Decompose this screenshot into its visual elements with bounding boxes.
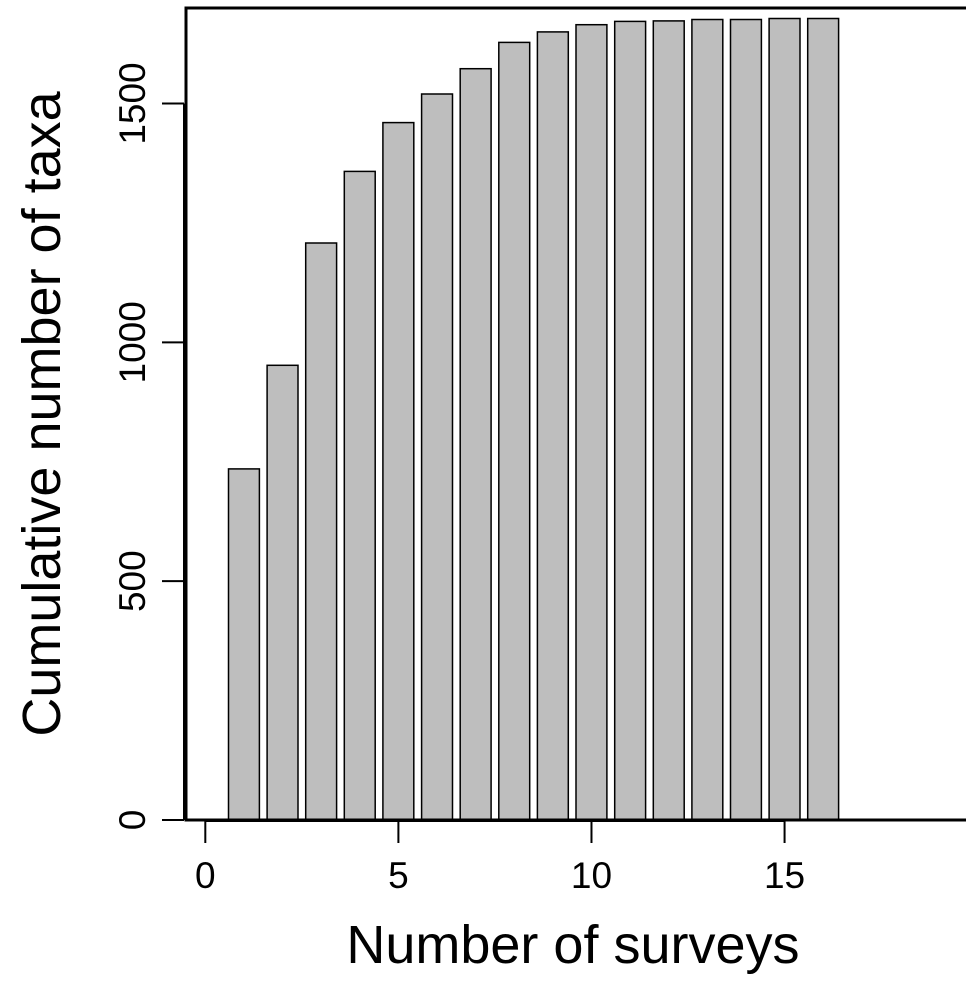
bar-survey-16 (806, 17, 840, 821)
bar-survey-6 (420, 93, 454, 821)
bars-group (227, 17, 840, 821)
y-axis: 0 500 1000 1500 (112, 62, 185, 831)
bar-survey-13 (691, 18, 724, 821)
x-axis-title: Number of surveys (346, 915, 799, 975)
bar-survey-11 (613, 20, 647, 821)
bar-survey-8 (498, 41, 531, 821)
bar-survey-2 (266, 364, 299, 821)
x-tick-label: 0 (195, 855, 216, 896)
bar-survey-12 (652, 20, 685, 821)
bar-survey-4 (343, 170, 376, 821)
x-axis: 0 5 10 15 (195, 820, 805, 896)
y-tick-label: 0 (112, 810, 153, 831)
bar-survey-9 (536, 31, 570, 821)
y-axis-title: Cumulative number of taxa (12, 90, 72, 736)
x-tick-label: 10 (571, 855, 612, 896)
x-tick-label: 15 (764, 855, 805, 896)
bar-survey-1 (227, 468, 261, 821)
y-tick-label: 1500 (112, 62, 153, 144)
bar-survey-5 (382, 121, 415, 821)
x-tick-label: 5 (388, 855, 409, 896)
bar-survey-7 (459, 67, 492, 821)
y-tick-label: 500 (112, 550, 153, 612)
bar-survey-3 (304, 242, 338, 821)
y-tick-label: 1000 (112, 301, 153, 383)
bar-survey-14 (729, 18, 763, 821)
bar-survey-15 (768, 17, 801, 821)
bar-survey-10 (575, 23, 608, 821)
